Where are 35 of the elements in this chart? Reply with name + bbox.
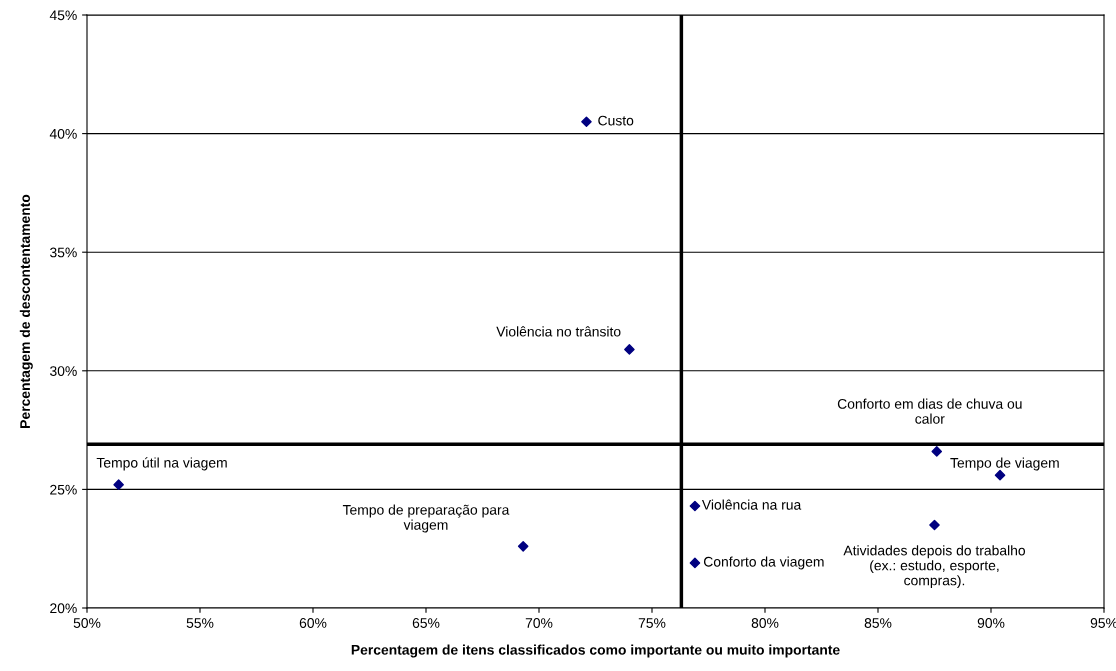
y-tick-label: 20% (50, 603, 77, 614)
annotation: Tempo de viagem (950, 457, 1059, 471)
x-tick-label: 65% (412, 618, 440, 628)
x-tick-label: 90% (977, 618, 1005, 628)
point (689, 557, 701, 569)
point (517, 541, 529, 552)
y-tick-label: 45% (49, 10, 77, 21)
x-tick-label: 60% (299, 618, 327, 628)
point (581, 116, 592, 128)
annotation: Tempo de preparação para viagem (342, 504, 510, 533)
annotation: Custo (598, 115, 634, 126)
x-tick-label: 70% (525, 618, 553, 628)
point (931, 446, 943, 457)
y-tick-label: 25% (50, 484, 77, 495)
annotation: Conforto da viagem (703, 556, 824, 570)
point (113, 479, 124, 490)
y-axis-title: Percentagem de descontentamento (19, 194, 33, 428)
point (929, 519, 940, 531)
y-tick-label: 35% (50, 247, 77, 258)
x-tick-label: 75% (638, 618, 666, 628)
annotation: Atividades depois do trabalho (ex.: estudo, esporte, compras). (843, 545, 1026, 589)
annotation: Tempo útil na viagem (96, 457, 227, 471)
x-tick-label: 80% (751, 618, 779, 628)
annotation: Conforto em dias de chuva ou calor (837, 398, 1022, 424)
y-tick-label: 40% (49, 128, 77, 139)
point (689, 500, 701, 512)
annotation: Violência no trânsito (496, 326, 621, 337)
x-tick-label: 55% (186, 618, 214, 628)
y-tick-label: 30% (50, 366, 77, 376)
point (994, 469, 1006, 481)
x-tick-label: 50% (73, 618, 101, 628)
x-axis-title: Percentagem de itens classificados como importante ou muito importante (351, 644, 840, 658)
x-tick-label: 85% (864, 618, 892, 628)
annotation: Violência na rua (701, 499, 802, 510)
point (624, 344, 635, 355)
